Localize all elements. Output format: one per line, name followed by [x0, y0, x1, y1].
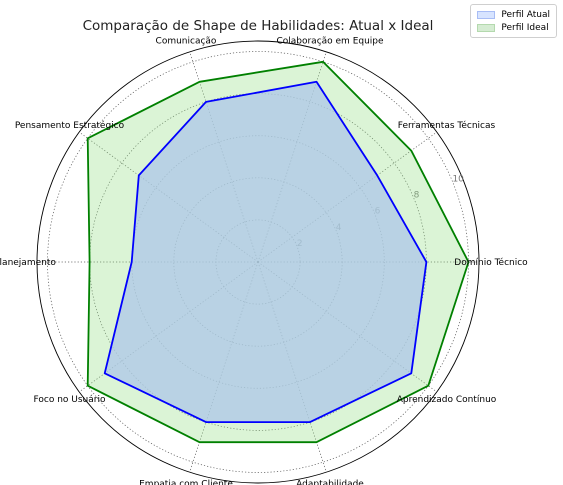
- label-layer: Domínio Técnico Ferramentas Técnicas Colab…: [0, 36, 528, 485]
- chart-title: Comparação de Shape de Habilidades: Atua…: [83, 18, 434, 34]
- category-label-5: Planejamento: [0, 258, 56, 268]
- series-layer: [86, 60, 470, 444]
- category-label-9: Aprendizado Contínuo: [397, 395, 497, 405]
- series-line-0: [103, 80, 428, 424]
- series-fill-0: [104, 81, 427, 423]
- legend-entry-ideal: Perfil Ideal: [477, 21, 550, 34]
- legend: Perfil Atual Perfil Ideal: [470, 4, 557, 38]
- legend-swatch-ideal: [477, 23, 496, 32]
- series-line-1: [86, 60, 470, 444]
- legend-label-ideal: Perfil Ideal: [501, 22, 549, 33]
- legend-label-atual: Perfil Atual: [501, 9, 550, 20]
- category-label-3: Comunicação: [156, 36, 217, 46]
- category-label-7: Empatia com Cliente: [139, 480, 233, 485]
- category-label-0: Domínio Técnico: [454, 257, 528, 268]
- category-label-8: Adaptabilidade: [296, 480, 364, 485]
- legend-entry-atual: Perfil Atual: [477, 8, 550, 21]
- r-tick-label-10: 10: [452, 174, 464, 184]
- r-tick-label-8: 8: [414, 191, 420, 201]
- category-label-2: Colaboração em Equipe: [276, 36, 384, 46]
- category-label-4: Pensamento Estratégico: [15, 120, 125, 131]
- legend-swatch-atual: [477, 10, 496, 19]
- category-label-6: Foco no Usuário: [34, 395, 106, 405]
- outer-frame: [36, 40, 480, 484]
- category-label-1: Ferramentas Técnicas: [398, 120, 496, 131]
